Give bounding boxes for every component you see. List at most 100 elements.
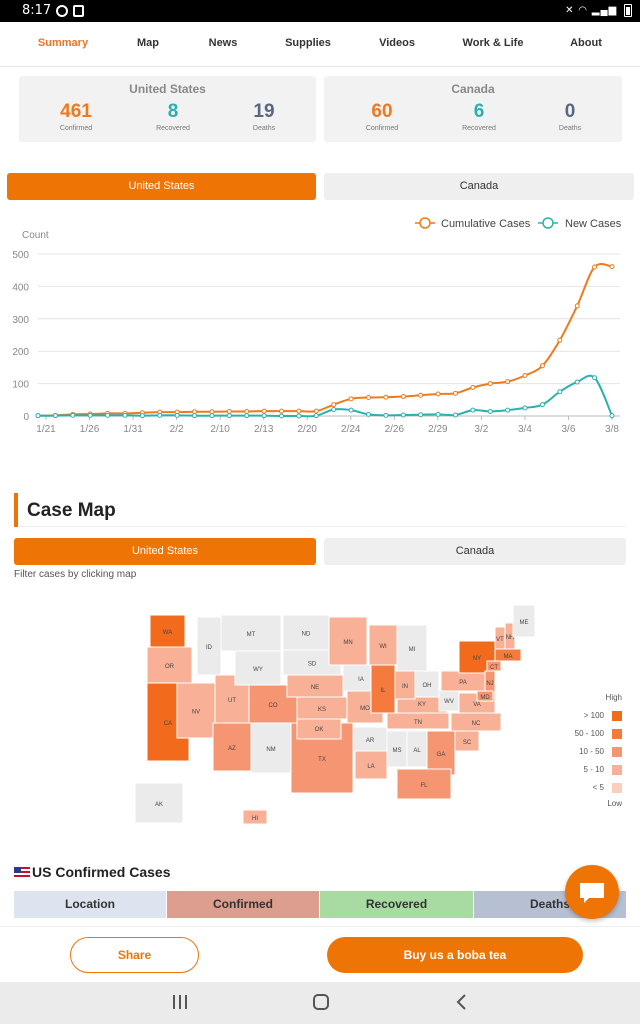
boba-tea-button[interactable]: Buy us a boba tea xyxy=(327,937,583,973)
data-point xyxy=(557,337,563,343)
state-ma[interactable]: MA xyxy=(494,648,522,662)
legend-item[interactable]: 50 - 100 xyxy=(560,727,630,745)
state-nc[interactable]: NC xyxy=(450,712,502,732)
state-label: KS xyxy=(318,707,326,713)
us-flag-icon xyxy=(14,867,30,878)
state-or[interactable]: OR xyxy=(146,646,193,684)
state-il[interactable]: IL xyxy=(370,664,396,714)
state-nd[interactable]: ND xyxy=(282,614,330,651)
state-ok[interactable]: OK xyxy=(296,716,342,740)
x-tick-label: 1/21 xyxy=(36,424,56,435)
legend-item[interactable]: < 5 xyxy=(560,781,630,799)
app-notification-icon xyxy=(56,5,68,17)
state-id[interactable]: ID xyxy=(196,616,222,676)
state-nv[interactable]: NV xyxy=(176,682,216,739)
x-tick-label: 3/4 xyxy=(518,424,532,435)
column-recovered[interactable]: Recovered xyxy=(320,891,473,918)
state-me[interactable]: ME xyxy=(512,605,535,638)
data-point xyxy=(557,389,563,395)
tab-about[interactable]: About xyxy=(570,37,602,49)
home-icon[interactable] xyxy=(313,994,329,1010)
chart-toggle-us[interactable]: United States xyxy=(7,173,316,200)
state-wi[interactable]: WI xyxy=(368,624,398,666)
us-case-map[interactable]: WA OR CA NV AZ UT ID MT WY CO NM TX OK KS NE SD ND MN IA MO… xyxy=(125,605,535,835)
state-ar[interactable]: AR xyxy=(352,726,388,752)
column-location[interactable]: Location xyxy=(14,891,166,918)
status-bar: 8:17 ✕ ◠ ▂▄▆ xyxy=(0,0,640,22)
state-mt[interactable]: MT xyxy=(220,614,282,652)
legend-swatch xyxy=(612,747,622,757)
state-ga[interactable]: GA xyxy=(426,730,456,776)
state-vt[interactable]: VT xyxy=(494,626,506,650)
state-mn[interactable]: MN xyxy=(328,616,368,666)
data-point xyxy=(365,395,371,401)
map-toggle-us[interactable]: United States xyxy=(14,538,316,565)
state-oh[interactable]: OH xyxy=(414,670,440,698)
deaths-label: Deaths xyxy=(558,125,582,132)
state-hi[interactable]: HI xyxy=(242,809,268,825)
tab-summary[interactable]: Summary xyxy=(37,37,89,49)
legend-item[interactable]: > 100 xyxy=(560,709,630,727)
column-confirmed[interactable]: Confirmed xyxy=(167,891,319,918)
share-button[interactable]: Share xyxy=(70,937,199,973)
state-label: WA xyxy=(163,630,172,636)
state-tn[interactable]: TN xyxy=(386,712,450,730)
state-label: HI xyxy=(252,816,258,822)
state-ne[interactable]: NE xyxy=(286,674,344,698)
state-wv[interactable]: WV xyxy=(438,688,460,712)
data-point xyxy=(383,412,389,418)
state-ms[interactable]: MS xyxy=(386,730,408,768)
data-point xyxy=(522,405,528,411)
state-nj[interactable]: NJ xyxy=(484,670,496,694)
y-tick-label: 400 xyxy=(12,282,29,293)
legend-item[interactable]: 10 - 50 xyxy=(560,745,630,763)
legend-swatch xyxy=(612,729,622,739)
data-point xyxy=(331,407,337,413)
recovered-label: Recovered xyxy=(462,125,496,132)
state-md[interactable]: MD xyxy=(476,690,494,702)
chat-icon xyxy=(580,883,604,903)
data-point xyxy=(435,391,441,397)
state-nm[interactable]: NM xyxy=(250,722,292,774)
state-mi[interactable]: MI xyxy=(396,624,428,672)
x-tick-label: 3/6 xyxy=(562,424,576,435)
state-label: NV xyxy=(192,710,200,716)
state-label: ID xyxy=(206,645,213,651)
state-label: AZ xyxy=(228,746,236,752)
x-tick-label: 3/2 xyxy=(474,424,488,435)
tab-news[interactable]: News xyxy=(208,37,238,49)
chart-toggle-canada[interactable]: Canada xyxy=(324,173,634,200)
state-la[interactable]: LA xyxy=(354,750,388,780)
canada-summary-card: Canada 60 Confirmed 6 Recovered 0 Deaths xyxy=(324,76,622,142)
state-az[interactable]: AZ xyxy=(212,722,252,772)
data-point xyxy=(226,408,232,414)
state-fl[interactable]: FL xyxy=(396,768,452,800)
state-label: ME xyxy=(520,620,529,626)
tab-work-life[interactable]: Work & Life xyxy=(462,37,524,49)
state-pa[interactable]: PA xyxy=(440,670,486,692)
data-point xyxy=(331,402,337,408)
state-in[interactable]: IN xyxy=(394,670,416,700)
tab-videos[interactable]: Videos xyxy=(379,37,415,49)
data-point xyxy=(192,413,198,419)
data-point xyxy=(487,381,493,387)
tab-map[interactable]: Map xyxy=(137,37,159,49)
legend-high: High xyxy=(605,693,622,702)
state-sc[interactable]: SC xyxy=(454,730,480,752)
state-ks[interactable]: KS xyxy=(296,696,348,720)
chat-button[interactable] xyxy=(565,865,619,919)
state-al[interactable]: AL xyxy=(406,730,428,768)
data-point xyxy=(139,413,145,419)
recents-icon[interactable] xyxy=(173,995,187,1009)
state-wa[interactable]: WA xyxy=(149,614,186,648)
back-icon[interactable] xyxy=(456,994,466,1010)
map-toggle-canada[interactable]: Canada xyxy=(324,538,626,565)
state-ak[interactable]: AK xyxy=(134,782,184,824)
data-point xyxy=(435,411,441,417)
legend-item[interactable]: 5 - 10 xyxy=(560,763,630,781)
state-ct[interactable]: CT xyxy=(486,660,502,672)
signal-icon: ▂▄▆ xyxy=(591,5,618,17)
data-point xyxy=(261,408,267,414)
state-wy[interactable]: WY xyxy=(234,650,282,686)
tab-supplies[interactable]: Supplies xyxy=(285,37,331,49)
